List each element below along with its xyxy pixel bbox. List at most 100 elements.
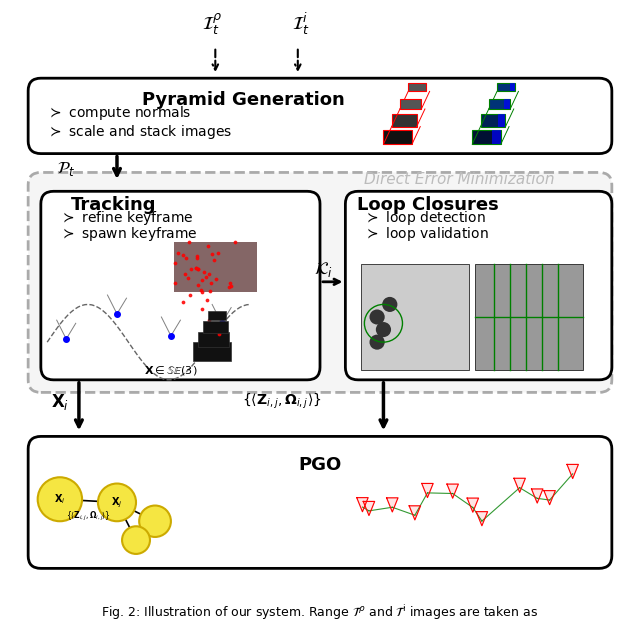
Bar xyxy=(481,115,506,127)
Point xyxy=(197,275,207,285)
Point xyxy=(179,250,189,260)
Polygon shape xyxy=(387,498,398,512)
Text: $\mathcal{I}_t^{\rho}$: $\mathcal{I}_t^{\rho}$ xyxy=(202,12,222,37)
Point xyxy=(205,286,215,296)
Point xyxy=(202,295,212,306)
FancyBboxPatch shape xyxy=(346,191,612,380)
Circle shape xyxy=(376,322,391,337)
Point xyxy=(211,274,221,284)
Point xyxy=(209,310,220,320)
Circle shape xyxy=(139,505,171,537)
Text: $\mathcal{K}_i$: $\mathcal{K}_i$ xyxy=(314,261,333,280)
Bar xyxy=(209,311,226,320)
Text: $\mathbf{X}_i$: $\mathbf{X}_i$ xyxy=(54,493,66,506)
Point xyxy=(192,253,202,263)
Point xyxy=(170,257,180,268)
Polygon shape xyxy=(364,501,374,515)
Point xyxy=(191,263,202,273)
Point xyxy=(197,304,207,314)
Text: $\succ$ scale and stack images: $\succ$ scale and stack images xyxy=(47,122,232,141)
Text: $\mathbf{X} \in \mathbb{SE}(3)$: $\mathbf{X} \in \mathbb{SE}(3)$ xyxy=(144,364,198,377)
Circle shape xyxy=(98,484,136,521)
Text: Fig. 2: Illustration of our system. Range $\mathcal{T}^{\rho}$ and $\mathcal{T}^: Fig. 2: Illustration of our system. Rang… xyxy=(102,603,538,622)
Polygon shape xyxy=(467,498,479,512)
Bar xyxy=(509,83,515,91)
FancyBboxPatch shape xyxy=(361,264,469,370)
Point xyxy=(193,264,204,274)
Point xyxy=(184,236,194,247)
Text: $\mathbf{X}_i$: $\mathbf{X}_i$ xyxy=(51,392,69,412)
Polygon shape xyxy=(422,484,433,498)
Polygon shape xyxy=(514,478,525,493)
Point xyxy=(197,287,207,297)
Text: $\mathcal{P}_t$: $\mathcal{P}_t$ xyxy=(57,160,76,178)
FancyBboxPatch shape xyxy=(28,172,612,392)
Text: PGO: PGO xyxy=(298,456,342,474)
FancyBboxPatch shape xyxy=(28,78,612,153)
Point xyxy=(186,264,196,274)
Point xyxy=(213,248,223,258)
FancyBboxPatch shape xyxy=(41,191,320,380)
Point xyxy=(182,273,193,283)
Point xyxy=(204,315,214,325)
Polygon shape xyxy=(447,484,458,498)
Point xyxy=(170,278,180,288)
Point xyxy=(198,268,209,278)
Point xyxy=(196,285,206,295)
Text: Tracking: Tracking xyxy=(71,196,157,214)
Point xyxy=(209,255,219,265)
Text: $\mathcal{I}_t^{i}$: $\mathcal{I}_t^{i}$ xyxy=(292,11,310,37)
Text: $\succ$ refine keyframe: $\succ$ refine keyframe xyxy=(60,209,193,227)
Text: Pyramid Generation: Pyramid Generation xyxy=(143,91,345,109)
Point xyxy=(191,263,202,273)
Bar xyxy=(174,242,257,292)
Polygon shape xyxy=(531,489,543,503)
Point xyxy=(200,272,211,282)
Circle shape xyxy=(382,297,397,312)
Polygon shape xyxy=(476,512,488,526)
Point xyxy=(230,237,240,247)
Point xyxy=(226,281,236,292)
Bar xyxy=(198,332,229,347)
Bar xyxy=(193,342,231,361)
Point xyxy=(192,250,202,261)
Polygon shape xyxy=(544,491,556,505)
Point xyxy=(180,269,190,279)
Text: $\succ$ spawn keyframe: $\succ$ spawn keyframe xyxy=(60,225,198,243)
FancyBboxPatch shape xyxy=(28,436,612,568)
Circle shape xyxy=(369,335,385,350)
FancyBboxPatch shape xyxy=(476,264,583,370)
Bar xyxy=(392,115,417,127)
Polygon shape xyxy=(409,506,420,520)
Bar xyxy=(408,83,426,91)
Point xyxy=(184,290,195,300)
Bar xyxy=(504,99,510,109)
Point xyxy=(214,328,224,339)
Circle shape xyxy=(122,526,150,554)
Text: Loop Closures: Loop Closures xyxy=(357,196,499,214)
Point xyxy=(181,253,191,263)
Bar xyxy=(472,131,501,144)
Bar xyxy=(204,321,228,333)
Bar xyxy=(492,131,501,144)
Polygon shape xyxy=(567,465,579,479)
Text: $\succ$ compute normals: $\succ$ compute normals xyxy=(47,104,191,122)
Point xyxy=(225,278,235,288)
Bar xyxy=(489,99,510,109)
Point xyxy=(178,297,188,307)
Bar xyxy=(497,83,515,91)
Bar xyxy=(498,115,506,127)
Point xyxy=(193,280,204,290)
Bar xyxy=(383,131,412,144)
Text: $\succ$ loop validation: $\succ$ loop validation xyxy=(364,225,489,243)
Point xyxy=(205,278,216,288)
Bar xyxy=(400,99,421,109)
Text: $\mathbf{X}_j$: $\mathbf{X}_j$ xyxy=(111,495,123,510)
Circle shape xyxy=(38,477,82,521)
Point xyxy=(204,269,214,280)
Text: $\succ$ loop detection: $\succ$ loop detection xyxy=(364,209,486,227)
Point xyxy=(173,249,184,259)
Polygon shape xyxy=(356,498,368,512)
Point xyxy=(224,281,234,292)
Text: Direct Error Minimization: Direct Error Minimization xyxy=(364,172,555,188)
